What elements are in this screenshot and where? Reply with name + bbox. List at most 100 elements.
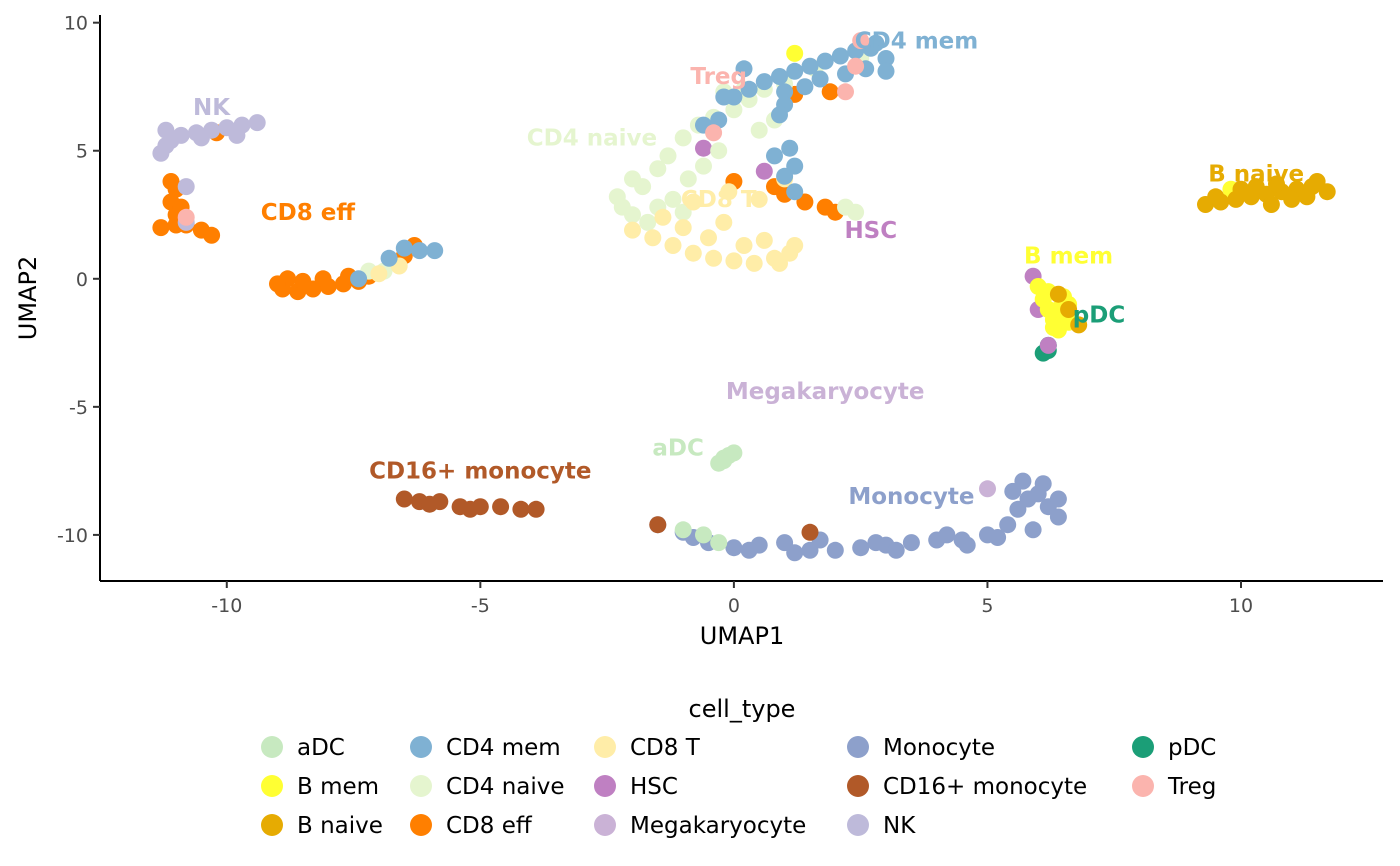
legend-key-cd4-mem: [410, 736, 432, 758]
point-cd8-eff: [294, 272, 312, 290]
point-treg: [837, 83, 854, 101]
point-cd4-mem: [786, 183, 804, 201]
legend-key-treg: [1132, 775, 1154, 797]
point-cd16-monocyte: [461, 500, 479, 518]
legend-label-cd16-monocyte: CD16+ monocyte: [883, 774, 1087, 800]
point-cd4-naive: [639, 213, 657, 231]
point-b-mem: [1044, 319, 1062, 336]
legend-item-cd16-monocyte: CD16+ monocyte: [847, 774, 1087, 800]
legend-key-adc: [261, 736, 283, 758]
point-b-naive: [1060, 301, 1078, 318]
point-cd16-monocyte: [421, 495, 439, 513]
point-monocyte: [1049, 490, 1067, 508]
point-treg: [705, 124, 723, 142]
point-monocyte: [1024, 521, 1042, 539]
point-cd8-t: [684, 193, 702, 211]
point-cd4-mem: [350, 270, 368, 288]
point-megakaryocyte: [979, 480, 996, 498]
point-cd4-mem: [740, 80, 758, 98]
cluster-label-monocyte: Monocyte: [848, 484, 974, 510]
legend-label-cd4-naive: CD4 naive: [446, 774, 565, 800]
point-cd4-mem: [811, 70, 829, 88]
point-monocyte: [1049, 508, 1067, 526]
point-cd8-t: [674, 219, 692, 237]
legend-key-cd4-naive: [410, 775, 432, 797]
point-monocyte: [958, 536, 976, 554]
point-cd4-mem: [877, 62, 895, 80]
point-b-naive: [1247, 178, 1265, 196]
point-cd4-naive: [674, 129, 692, 147]
point-b-naive: [1268, 175, 1285, 193]
x-tick-label: 0: [728, 595, 740, 617]
legend-label-cd8-eff: CD8 eff: [446, 813, 533, 839]
point-cd4-naive: [664, 190, 682, 208]
point-cd8-t: [664, 237, 682, 254]
cluster-label-pdc: pDC: [1073, 302, 1125, 328]
point-cd8-t: [755, 231, 773, 249]
legend-label-pdc: pDC: [1168, 735, 1216, 761]
point-cd4-naive: [624, 206, 641, 224]
point-cd4-mem: [816, 52, 834, 70]
point-cd8-eff: [821, 83, 839, 101]
point-cd4-mem: [867, 34, 885, 52]
point-monocyte: [867, 534, 885, 552]
point-cd4-mem: [426, 242, 444, 260]
point-cd4-mem: [710, 111, 728, 129]
x-tick-label: 5: [981, 595, 993, 617]
point-cd4-naive: [710, 142, 728, 160]
point-monocyte: [902, 534, 920, 552]
point-adc: [674, 521, 692, 539]
legend-item-adc: aDC: [261, 735, 345, 761]
point-cd16-monocyte: [395, 490, 413, 508]
point-cd4-naive: [695, 157, 712, 175]
point-monocyte: [786, 544, 804, 562]
axes: -10 -5 0 5 10 -10 -5 0 5 10: [57, 13, 1383, 617]
x-ticks: -10 -5 0 5 10: [211, 581, 1253, 617]
point-cd16-monocyte: [801, 523, 819, 541]
point-cd4-mem: [771, 106, 788, 124]
point-cd4-mem: [411, 242, 428, 260]
point-cd8-eff: [162, 173, 180, 190]
point-monocyte: [989, 529, 1007, 546]
legend: aDC B mem B naive CD4 mem CD4 naive CD8 eff CD…: [261, 735, 1216, 839]
legend-label-monocyte: Monocyte: [883, 735, 995, 761]
point-layer: [152, 32, 1336, 562]
y-tick-label: 0: [76, 269, 88, 291]
point-b-mem: [786, 44, 804, 62]
point-monocyte: [887, 541, 905, 559]
legend-item-megakaryocyte: Megakaryocyte: [594, 813, 806, 839]
point-cd8-t: [771, 254, 788, 272]
cluster-label-hsc: HSC: [844, 218, 897, 244]
point-cd4-naive: [659, 147, 677, 165]
point-cd4-mem: [801, 57, 819, 75]
cluster-label-b-naive: B naive: [1208, 162, 1304, 188]
x-tick-label: -10: [211, 595, 242, 617]
point-cd4-mem: [796, 78, 814, 96]
point-b-naive: [1262, 196, 1280, 213]
y-tick-label: 5: [76, 141, 88, 163]
legend-item-treg: Treg: [1132, 774, 1216, 800]
point-cd4-mem: [766, 147, 783, 165]
point-cd8-t: [745, 254, 763, 272]
legend-key-nk: [847, 814, 869, 836]
point-hsc: [1039, 336, 1057, 354]
point-monocyte: [938, 526, 956, 544]
point-monocyte: [1034, 475, 1052, 493]
cluster-label-cd8-eff: CD8 eff: [261, 200, 356, 226]
y-tick-label: 10: [64, 13, 88, 35]
point-cd8-t: [720, 183, 738, 201]
point-cd4-mem: [395, 239, 413, 257]
point-cd4-naive: [837, 198, 854, 216]
cluster-label-cd16-monocyte: CD16+ monocyte: [369, 459, 591, 485]
point-cd8-t: [725, 252, 743, 270]
legend-label-nk: NK: [883, 813, 916, 839]
point-cd8-t: [370, 265, 388, 283]
point-b-naive: [1049, 285, 1067, 303]
point-treg: [177, 208, 195, 226]
point-cd4-mem: [771, 68, 788, 85]
point-treg: [852, 32, 870, 50]
y-ticks: -10 -5 0 5 10: [57, 13, 100, 547]
point-monocyte: [852, 539, 870, 557]
point-adc: [695, 526, 712, 544]
